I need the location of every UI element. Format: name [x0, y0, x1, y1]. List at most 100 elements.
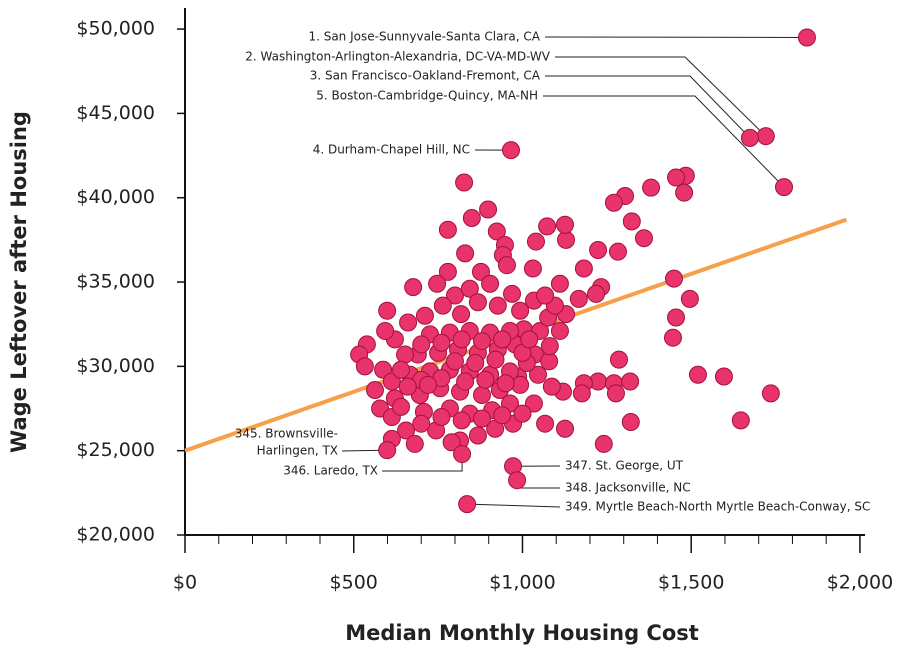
y-tick-label: $35,000 — [76, 271, 155, 293]
annotation: 2. Washington-Arlington-Alexandria, DC-V… — [245, 50, 551, 64]
point — [609, 350, 628, 369]
point — [405, 434, 424, 453]
point — [540, 337, 559, 356]
point — [569, 289, 588, 308]
y-tick-label: $30,000 — [76, 355, 155, 377]
point — [688, 365, 707, 384]
x-tick-label: $1,000 — [489, 572, 555, 594]
point — [524, 394, 543, 413]
point — [604, 193, 623, 212]
point — [572, 384, 591, 403]
point — [433, 296, 452, 315]
point — [456, 372, 475, 391]
point — [496, 374, 515, 393]
point — [488, 296, 507, 315]
labeled-point — [458, 495, 477, 514]
point — [442, 433, 461, 452]
point — [445, 286, 464, 305]
point — [418, 375, 437, 394]
point — [538, 217, 557, 236]
point — [667, 308, 686, 327]
point — [574, 259, 593, 278]
x-tick-label: $0 — [173, 572, 197, 594]
point — [468, 293, 487, 312]
point — [455, 173, 474, 192]
point — [378, 301, 397, 320]
point — [523, 259, 542, 278]
point — [438, 262, 457, 281]
x-axis-title: Median Monthly Housing Cost — [345, 621, 699, 645]
y-tick-label: $20,000 — [76, 524, 155, 546]
point — [415, 306, 434, 325]
annotation: 348. Jacksonville, NC — [565, 481, 691, 495]
point — [365, 380, 384, 399]
labeled-point — [501, 141, 520, 160]
y-tick-label: $50,000 — [76, 18, 155, 40]
point — [493, 330, 512, 349]
annotation: 346. Laredo, TX — [283, 464, 378, 478]
leader-line — [555, 56, 767, 137]
point — [481, 274, 500, 293]
point — [391, 397, 410, 416]
point — [476, 370, 495, 389]
point — [589, 240, 608, 259]
point — [555, 419, 574, 438]
annotation: 345. Brownsville- — [235, 427, 338, 441]
point — [550, 321, 569, 340]
point — [479, 200, 498, 219]
point — [398, 377, 417, 396]
leader-line — [545, 75, 751, 139]
point — [376, 321, 395, 340]
point — [428, 274, 447, 293]
point — [634, 229, 653, 248]
point — [608, 242, 627, 261]
point — [472, 409, 491, 428]
point — [594, 434, 613, 453]
labeled-point — [453, 445, 472, 464]
labeled-point — [775, 178, 794, 197]
x-tick-label: $500 — [330, 572, 378, 594]
point — [503, 284, 522, 303]
point — [675, 183, 694, 202]
point — [472, 332, 491, 351]
point — [355, 357, 374, 376]
point — [526, 232, 545, 251]
point — [557, 230, 576, 249]
point — [460, 279, 479, 298]
point — [466, 353, 485, 372]
point — [667, 168, 686, 187]
point — [542, 377, 561, 396]
annotation: Harlingen, TX — [257, 444, 338, 458]
point — [432, 407, 451, 426]
point — [520, 330, 539, 349]
leader-line — [467, 503, 561, 508]
annotation: 5. Boston-Cambridge-Quincy, MA-NH — [316, 89, 538, 103]
point — [438, 220, 457, 239]
point — [536, 286, 555, 305]
y-tick-label: $45,000 — [76, 102, 155, 124]
point — [412, 414, 431, 433]
point — [404, 278, 423, 297]
point — [536, 414, 555, 433]
point — [622, 212, 641, 231]
point — [731, 411, 750, 430]
point — [513, 404, 532, 423]
labeled-point — [740, 128, 759, 147]
point — [528, 365, 547, 384]
point — [621, 413, 640, 432]
labeled-point — [508, 471, 527, 490]
point — [472, 386, 491, 405]
labeled-point — [797, 28, 816, 47]
point — [445, 352, 464, 371]
point — [456, 244, 475, 263]
leader-line — [543, 95, 785, 188]
point — [550, 274, 569, 293]
point — [468, 426, 487, 445]
leader-line — [382, 454, 463, 472]
point — [587, 284, 606, 303]
point — [452, 305, 471, 324]
point — [487, 222, 506, 241]
labeled-point — [378, 441, 397, 460]
point — [664, 269, 683, 288]
